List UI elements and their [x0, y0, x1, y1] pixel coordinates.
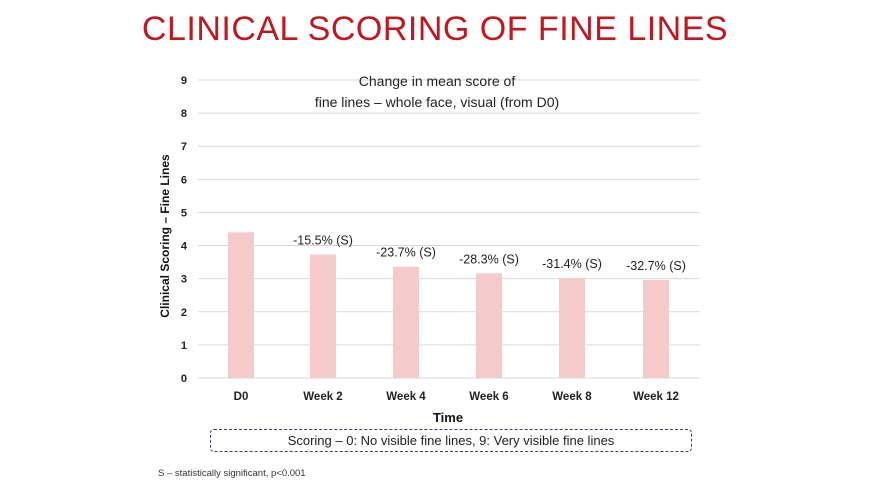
bar [643, 279, 669, 378]
y-tick-label: 8 [181, 108, 187, 120]
y-tick-label: 7 [181, 141, 187, 153]
footnote: S – statistically significant, p<0.001 [158, 468, 306, 479]
scoring-note: Scoring – 0: No visible fine lines, 9: V… [210, 429, 692, 452]
y-tick-label: 2 [181, 307, 187, 319]
grid-lines [198, 79, 700, 379]
bars [228, 232, 669, 378]
bar [393, 266, 419, 378]
page-title: CLINICAL SCORING OF FINE LINES [141, 10, 729, 48]
data-label: -28.3% (S) [459, 252, 519, 266]
x-tick-label: Week 4 [386, 391, 426, 403]
x-tick-label: D0 [234, 391, 249, 403]
bar [228, 232, 254, 378]
data-label: -31.4% (S) [542, 257, 602, 271]
chart-subtitle-line1: Change in mean score of [359, 73, 516, 89]
data-label: -23.7% (S) [376, 246, 436, 260]
y-tick-label: 3 [181, 274, 187, 286]
data-label: -15.5% (S) [293, 233, 353, 247]
y-tick-label: 4 [181, 241, 188, 253]
x-tick-label: Week 2 [303, 391, 342, 403]
y-tick-label: 9 [181, 75, 187, 87]
bar [310, 254, 336, 378]
x-axis-label: Time [433, 410, 463, 425]
chart-subtitle-line2: fine lines – whole face, visual (from D0… [315, 94, 559, 110]
x-tick-label: Week 6 [469, 391, 508, 403]
x-tick-label: Week 8 [552, 391, 592, 403]
y-tick-label: 0 [181, 373, 187, 385]
data-label: -32.7% (S) [626, 259, 686, 273]
bar [476, 273, 502, 378]
y-tick-label: 1 [181, 340, 187, 352]
bar-chart: 0 1 2 3 4 5 6 7 8 9 -15.5% (S) -23.7% (S) -28.3% (S… [158, 73, 700, 425]
x-axis-ticks: D0 Week 2 Week 4 Week 6 Week 8 Week 12 [234, 391, 679, 403]
data-labels: -15.5% (S) -23.7% (S) -28.3% (S) -31.4% (S)… [293, 233, 686, 272]
y-axis-label: Clinical Scoring – Fine Lines [158, 154, 172, 318]
scoring-note-text: Scoring – 0: No visible fine lines, 9: V… [287, 433, 615, 448]
x-tick-label: Week 12 [633, 391, 679, 403]
y-tick-label: 5 [181, 207, 187, 219]
y-tick-label: 6 [181, 174, 187, 186]
y-axis-ticks: 0 1 2 3 4 5 6 7 8 9 [181, 75, 188, 385]
bar [559, 278, 585, 378]
